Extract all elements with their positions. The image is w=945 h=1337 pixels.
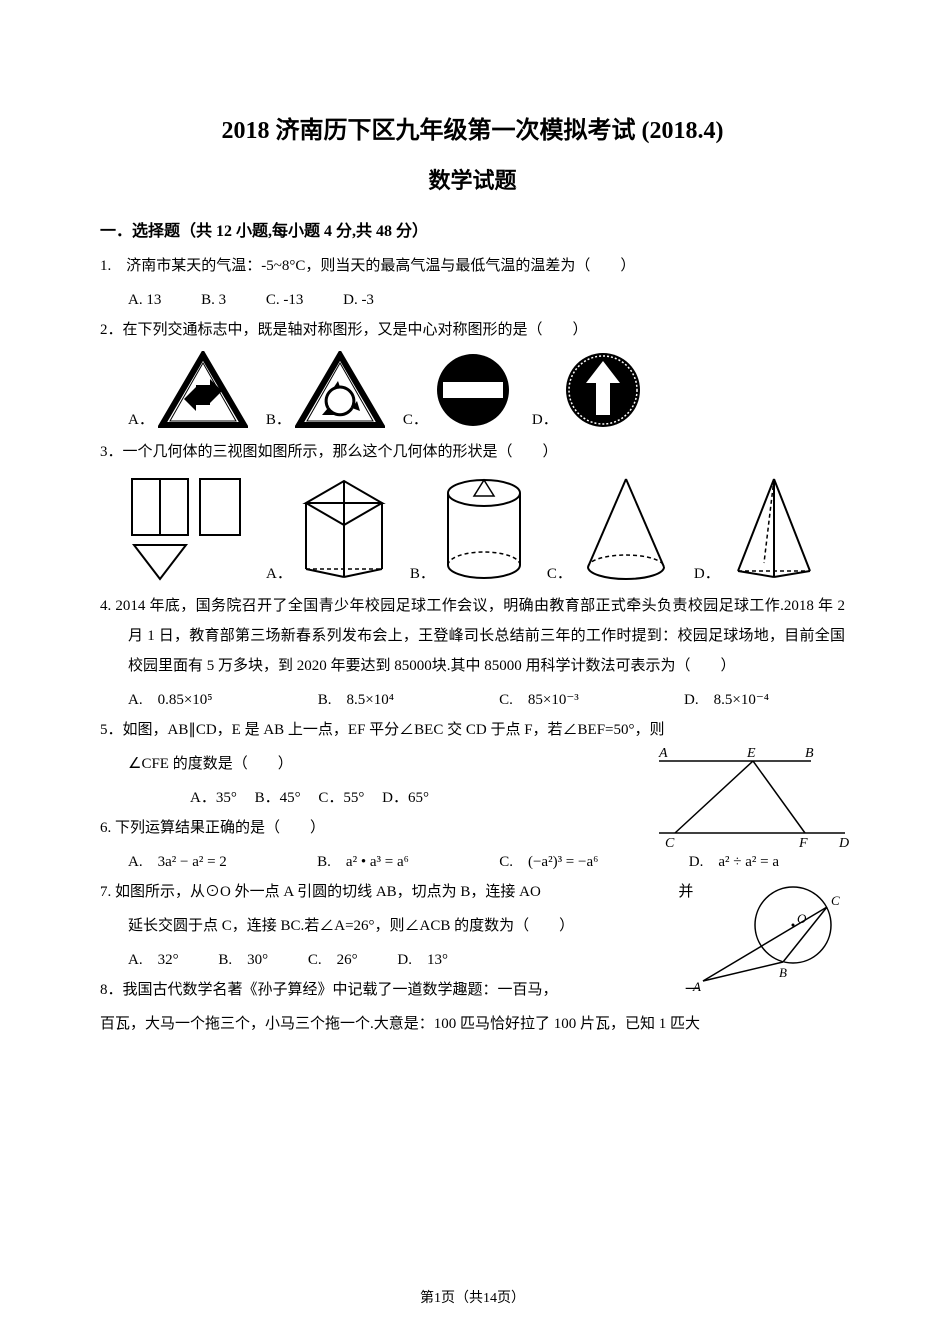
q3-cell-a: A． [266,473,392,583]
q7-opt-b: B. 30° [218,945,268,975]
q3-stem: 3．一个几何体的三视图如图所示，那么这个几何体的形状是（ ） [100,437,845,467]
traffic-sign-a-icon [158,351,248,429]
q4-stem-text: 4. 2014 年底，国务院召开了全国青少年校园足球工作会议，明确由教育部正式牵… [100,591,845,681]
three-views-icon [128,473,248,583]
q2-cell-b: B． [266,351,385,429]
q4-opt-d: D. 8.5×10⁻⁴ [684,685,769,715]
q1-stem: 1. 济南市某天的气温：-5~8°C，则当天的最高气温与最低气温的温差为（ ） [100,251,845,281]
q3-figure-row: A． B． [100,473,845,583]
q7-pt-A: A [692,979,701,994]
q3-label-c: C． [547,562,572,583]
q7-pt-B: B [779,965,787,980]
q5-opt-d: D．65° [382,783,429,813]
traffic-sign-c-icon [432,351,514,429]
q5-pt-C: C [665,836,675,851]
q4-opt-b: B. 8.5×10⁴ [318,685,394,715]
page-footer: 第1页（共14页） [0,1287,945,1307]
cylinder-b-icon [439,473,529,583]
q6-opt-c: C. (−a²)³ = −a⁶ [499,847,598,877]
q3-label-d: D． [694,562,720,583]
cone-c-icon [576,473,676,583]
q8-stem-a: 8．我国古代数学名著《孙子算经》中记载了一道数学趣题：一百马， [100,982,558,998]
traffic-sign-b-icon [295,351,385,429]
q6-opt-a: A. 3a² − a² = 2 [128,847,227,877]
q7-opt-a: A. 32° [128,945,179,975]
q7-opt-c: C. 26° [308,945,358,975]
q2-label-c: C． [403,408,428,429]
q7-pt-C: C [831,893,840,908]
q5-pt-A: A [658,746,668,761]
q3-cell-c: C． [547,473,676,583]
q5-opt-c: C．55° [318,783,364,813]
q8-stem-b: 百瓦，大马一个拖三个，小马三个拖一个.大意是：100 匹马恰好拉了 100 片瓦… [100,1009,845,1039]
q4-stem: 4. 2014 年底，国务院召开了全国青少年校园足球工作会议，明确由教育部正式牵… [100,591,845,681]
q7-stem-a: 7. 如图所示，从⊙O 外一点 A 引圆的切线 AB，切点为 B，连接 AO [100,884,541,900]
q6-opt-b: B. a² • a³ = a⁶ [317,847,409,877]
q2-cell-d: D． [532,351,644,429]
traffic-sign-d-icon [562,351,644,429]
q4-opt-a: A. 0.85×10⁵ [128,685,213,715]
q2-cell-c: C． [403,351,514,429]
q5-opt-b: B．45° [255,783,301,813]
q5-stem-a: 5．如图，AB∥CD，E 是 AB 上一点，EF 平分∠BEC 交 CD 于点 … [100,715,845,745]
q2-figure-row: A． B． [100,351,845,429]
title-main: 2018 济南历下区九年级第一次模拟考试 (2018.4) [100,110,845,145]
pyramid-d-icon [724,473,824,583]
q1-opt-a: A. 13 [128,285,161,315]
q1-options: A. 13 B. 3 C. -13 D. -3 [100,285,845,315]
q7-figure: O A B C [685,877,855,997]
q5-figure: A E B C F D [645,743,855,853]
prism-a-icon [296,473,392,583]
title-sub: 数学试题 [100,163,845,195]
q7-block: O A B C 7. 如图所示，从⊙O 外一点 A 引圆的切线 AB，切点为 B… [100,877,845,975]
q1-opt-d: D. -3 [343,285,374,315]
q3-label-a: A． [266,562,292,583]
q5-pt-E: E [746,746,756,761]
q2-label-b: B． [266,408,291,429]
q5-pt-F: F [798,836,808,851]
q7-opt-d: D. 13° [397,945,448,975]
q3-cell-b: B． [410,473,529,583]
page: 2018 济南历下区九年级第一次模拟考试 (2018.4) 数学试题 一．选择题… [0,0,945,1337]
q5-opt-a: A．35° [190,783,237,813]
q2-cell-a: A． [128,351,248,429]
q5-block: 5．如图，AB∥CD，E 是 AB 上一点，EF 平分∠BEC 交 CD 于点 … [100,715,845,813]
section-1-head: 一．选择题（共 12 小题,每小题 4 分,共 48 分） [100,217,845,241]
q1-opt-b: B. 3 [201,285,226,315]
q2-label-d: D． [532,408,558,429]
q4-options: A. 0.85×10⁵ B. 8.5×10⁴ C. 85×10⁻³ D. 8.5… [100,685,845,715]
q2-stem: 2．在下列交通标志中，既是轴对称图形，又是中心对称图形的是（ ） [100,315,845,345]
q4-opt-c: C. 85×10⁻³ [499,685,579,715]
q2-label-a: A． [128,408,154,429]
q5-pt-B: B [805,746,814,761]
q3-label-b: B． [410,562,435,583]
q3-cell-d: D． [694,473,824,583]
q1-opt-c: C. -13 [266,285,304,315]
q7-pt-O: O [797,911,807,926]
q5-pt-D: D [838,836,849,851]
